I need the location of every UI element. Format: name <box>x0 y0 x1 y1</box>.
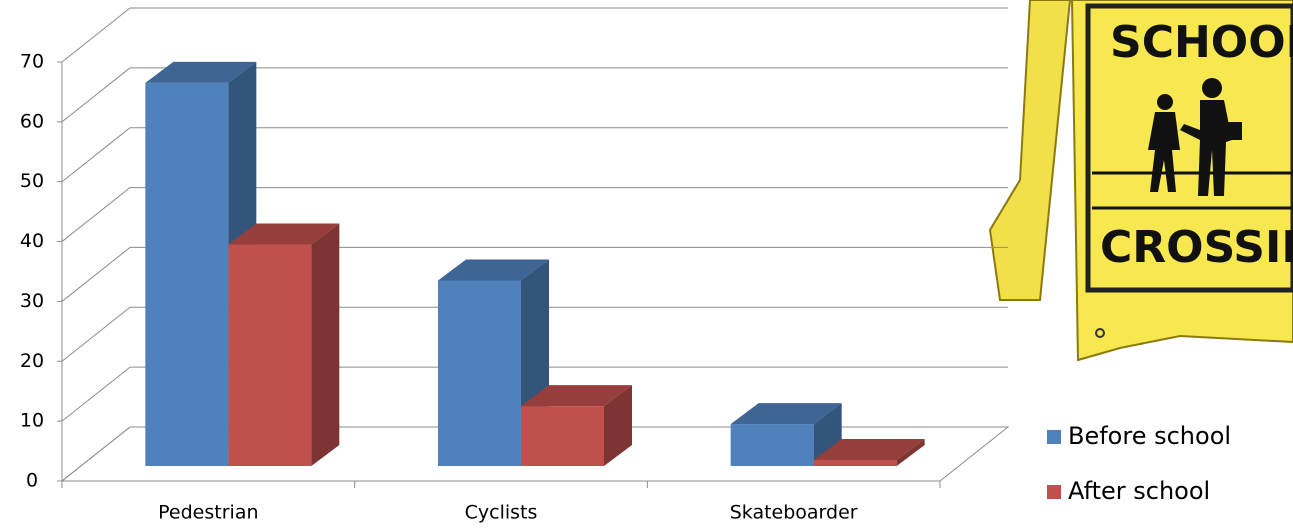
school-crossing-sign: SCHOOL CROSSING <box>988 0 1293 362</box>
bar-front <box>228 244 312 466</box>
y-tick-label: 10 <box>20 410 44 432</box>
bar-side <box>604 385 632 466</box>
legend-label: Before school <box>1068 422 1231 450</box>
grid-line <box>61 247 131 302</box>
bar-top <box>730 403 842 425</box>
grid-line <box>61 67 131 123</box>
y-tick-label: 70 <box>20 51 44 73</box>
y-tick-label: 0 <box>26 470 38 492</box>
bar-side <box>311 223 340 466</box>
legend-swatch <box>1047 485 1061 499</box>
bar <box>145 61 257 467</box>
bar <box>438 259 549 466</box>
bar <box>730 403 842 466</box>
bar <box>228 223 340 466</box>
bar-top <box>521 385 632 407</box>
bar-front <box>521 406 604 466</box>
sign-top-text: SCHOOL <box>1110 17 1293 68</box>
bar <box>813 439 925 466</box>
x-tick-label: Pedestrian <box>158 502 258 524</box>
bar-top <box>228 223 340 245</box>
bar-front <box>813 460 897 466</box>
bar-side <box>813 403 842 466</box>
bar-front <box>145 82 229 467</box>
bar-side <box>896 439 925 466</box>
legend-swatch <box>1047 430 1061 444</box>
bar-top <box>438 259 549 281</box>
y-tick-label: 60 <box>20 110 44 132</box>
y-tick-label: 30 <box>20 290 44 312</box>
y-tick-label: 20 <box>20 350 44 372</box>
x-tick-label: Skateboarder <box>730 502 858 524</box>
sign-bottom-text: CROSSING <box>1100 222 1293 273</box>
bar-top <box>145 61 257 83</box>
x-tick-label: Cyclists <box>465 502 538 524</box>
bar-top <box>813 439 925 461</box>
grid-line <box>61 7 131 63</box>
grid-line <box>61 366 131 422</box>
y-tick-label: 40 <box>20 230 44 252</box>
grid-line <box>61 306 131 362</box>
y-tick-label: 50 <box>20 170 44 192</box>
grid-line <box>61 127 131 183</box>
bar-front <box>438 280 521 466</box>
bar-front <box>730 424 814 466</box>
legend-label: After school <box>1068 477 1210 505</box>
grid-line <box>61 187 131 242</box>
bar <box>521 385 632 466</box>
grid-line <box>61 426 131 482</box>
